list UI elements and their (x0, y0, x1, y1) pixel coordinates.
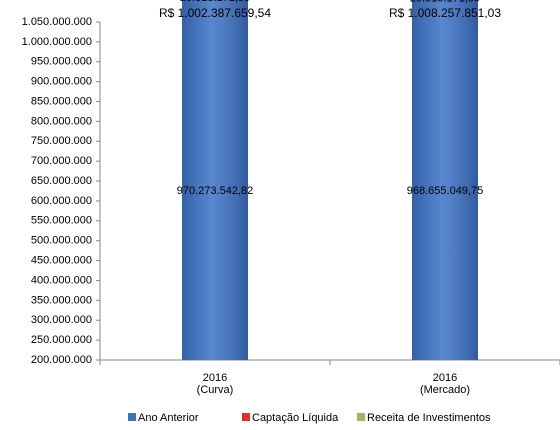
legend-label: Ano Anterior (138, 412, 199, 424)
legend-swatch (128, 413, 136, 421)
value-label: 970.273.542,82 (177, 185, 253, 197)
y-tick-label: 850.000.000 (31, 95, 92, 107)
y-tick-label: 250.000.000 (31, 334, 92, 346)
y-tick-label: 550.000.000 (31, 215, 92, 227)
bar-shade (182, 0, 248, 360)
y-tick-label: 350.000.000 (31, 294, 92, 306)
y-tick-label: 800.000.000 (31, 115, 92, 127)
y-tick-label: 400.000.000 (31, 274, 92, 286)
x-tick-label: 2016 (Curva) (196, 372, 234, 396)
legend-label: Receita de Investimentos (367, 412, 491, 424)
value-label: 968.655.049,75 (407, 185, 483, 197)
y-tick-label: 450.000.000 (31, 254, 92, 266)
value-label: 20.315.171,89 (180, 0, 250, 4)
y-tick-label: 900.000.000 (31, 76, 92, 88)
y-tick-label: 1.050.000.000 (22, 16, 92, 28)
y-tick-label: 600.000.000 (31, 195, 92, 207)
y-tick-label: 750.000.000 (31, 135, 92, 147)
y-tick-label: 650.000.000 (31, 175, 92, 187)
y-tick-label: 950.000.000 (31, 56, 92, 68)
y-tick-label: 300.000.000 (31, 314, 92, 326)
bar-shade (412, 0, 478, 360)
legend-label: Captação Líquida (252, 412, 339, 424)
legend-swatch (242, 413, 250, 421)
total-label: R$ 1.002.387.659,54 (159, 6, 271, 20)
x-tick-label: 2016 (Mercado) (419, 372, 471, 396)
total-label: R$ 1.008.257.851,03 (389, 6, 501, 20)
y-tick-label: 700.000.000 (31, 155, 92, 167)
legend-swatch (357, 413, 365, 421)
y-tick-label: 500.000.000 (31, 235, 92, 247)
y-tick-label: 200.000.000 (31, 354, 92, 366)
value-label: 20.315.171,89 (410, 0, 480, 4)
y-tick-label: 1.000.000.000 (22, 36, 92, 48)
